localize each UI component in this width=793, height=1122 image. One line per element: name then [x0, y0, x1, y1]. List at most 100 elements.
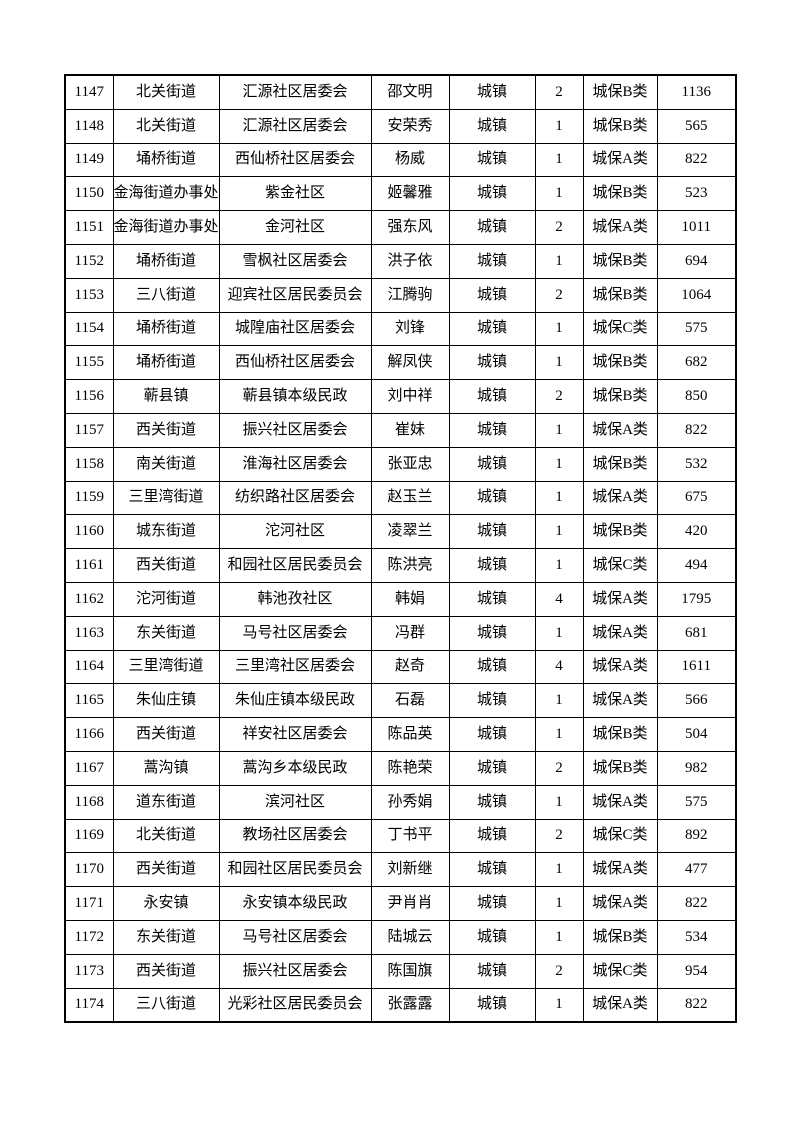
- cell-serial-number: 1158: [64, 446, 114, 482]
- cell-serial-number: 1172: [64, 919, 114, 955]
- table-row: 1148 北关街道 汇源社区居委会 安荣秀 城镇 1 城保B类 565: [64, 108, 737, 144]
- cell-person-name: 张露露: [370, 987, 450, 1023]
- cell-serial-number: 1156: [64, 379, 114, 414]
- cell-amount: 822: [656, 142, 737, 178]
- table-row: 1159 三里湾街道 纺织路社区居委会 赵玉兰 城镇 1 城保A类 675: [64, 480, 737, 516]
- cell-person-name: 张亚忠: [370, 446, 450, 482]
- cell-person-name: 陈洪亮: [370, 548, 450, 583]
- cell-count: 4: [534, 581, 584, 617]
- cell-count: 1: [534, 548, 584, 583]
- cell-person-name: 强东风: [370, 210, 450, 245]
- cell-person-name: 崔妹: [370, 412, 450, 448]
- cell-serial-number: 1148: [64, 108, 114, 144]
- table-row: 1174 三八街道 光彩社区居民委员会 张露露 城镇 1 城保A类 822: [64, 987, 737, 1023]
- cell-community: 雪枫社区居委会: [218, 243, 372, 279]
- table-row: 1169 北关街道 教场社区居委会 丁书平 城镇 2 城保C类 892: [64, 818, 737, 854]
- cell-community: 迎宾社区居民委员会: [218, 277, 372, 313]
- cell-amount: 504: [656, 717, 737, 752]
- cell-community: 西仙桥社区居委会: [218, 345, 372, 381]
- cell-insurance-category: 城保B类: [582, 514, 658, 550]
- cell-street-town: 西关街道: [112, 953, 220, 989]
- cell-count: 1: [534, 480, 584, 516]
- cell-community: 金河社区: [218, 210, 372, 245]
- cell-amount: 575: [656, 311, 737, 347]
- cell-serial-number: 1155: [64, 345, 114, 381]
- cell-street-town: 三八街道: [112, 987, 220, 1023]
- cell-serial-number: 1153: [64, 277, 114, 313]
- cell-serial-number: 1163: [64, 615, 114, 651]
- cell-count: 2: [534, 750, 584, 786]
- table-row: 1151 金海街道办事处 金河社区 强东风 城镇 2 城保A类 1011: [64, 210, 737, 245]
- cell-person-name: 陈品英: [370, 717, 450, 752]
- cell-community: 三里湾社区居委会: [218, 649, 372, 685]
- cell-street-town: 永安镇: [112, 886, 220, 921]
- cell-community: 和园社区居民委员会: [218, 548, 372, 583]
- cell-serial-number: 1152: [64, 243, 114, 279]
- cell-person-name: 刘中祥: [370, 379, 450, 414]
- cell-community: 马号社区居委会: [218, 615, 372, 651]
- cell-count: 1: [534, 142, 584, 178]
- cell-serial-number: 1161: [64, 548, 114, 583]
- cell-insurance-category: 城保A类: [582, 210, 658, 245]
- cell-street-town: 三八街道: [112, 277, 220, 313]
- cell-count: 2: [534, 74, 584, 110]
- cell-amount: 682: [656, 345, 737, 381]
- cell-serial-number: 1174: [64, 987, 114, 1023]
- cell-community: 汇源社区居委会: [218, 74, 372, 110]
- table-row: 1170 西关街道 和园社区居民委员会 刘新继 城镇 1 城保A类 477: [64, 852, 737, 888]
- cell-amount: 694: [656, 243, 737, 279]
- cell-amount: 982: [656, 750, 737, 786]
- cell-residence-type: 城镇: [448, 514, 536, 550]
- cell-insurance-category: 城保B类: [582, 446, 658, 482]
- cell-amount: 1611: [656, 649, 737, 685]
- cell-serial-number: 1150: [64, 176, 114, 212]
- cell-serial-number: 1164: [64, 649, 114, 685]
- cell-count: 1: [534, 514, 584, 550]
- cell-serial-number: 1147: [64, 74, 114, 110]
- cell-community: 永安镇本级民政: [218, 886, 372, 921]
- cell-street-town: 朱仙庄镇: [112, 683, 220, 719]
- cell-insurance-category: 城保C类: [582, 818, 658, 854]
- cell-count: 1: [534, 784, 584, 820]
- cell-person-name: 孙秀娟: [370, 784, 450, 820]
- cell-amount: 523: [656, 176, 737, 212]
- cell-residence-type: 城镇: [448, 345, 536, 381]
- document-page: 1147 北关街道 汇源社区居委会 邵文明 城镇 2 城保B类 1136 114…: [64, 74, 738, 1024]
- cell-insurance-category: 城保A类: [582, 581, 658, 617]
- cell-community: 祥安社区居委会: [218, 717, 372, 752]
- cell-insurance-category: 城保B类: [582, 919, 658, 955]
- cell-residence-type: 城镇: [448, 717, 536, 752]
- table-row: 1150 金海街道办事处 紫金社区 姬馨雅 城镇 1 城保B类 523: [64, 176, 737, 212]
- cell-insurance-category: 城保B类: [582, 74, 658, 110]
- cell-person-name: 洪子依: [370, 243, 450, 279]
- cell-serial-number: 1171: [64, 886, 114, 921]
- cell-amount: 681: [656, 615, 737, 651]
- cell-street-town: 东关街道: [112, 615, 220, 651]
- cell-person-name: 姬馨雅: [370, 176, 450, 212]
- cell-count: 1: [534, 176, 584, 212]
- cell-count: 2: [534, 210, 584, 245]
- cell-count: 1: [534, 852, 584, 888]
- cell-serial-number: 1168: [64, 784, 114, 820]
- cell-insurance-category: 城保A类: [582, 412, 658, 448]
- cell-community: 教场社区居委会: [218, 818, 372, 854]
- cell-count: 2: [534, 277, 584, 313]
- cell-community: 蕲县镇本级民政: [218, 379, 372, 414]
- cell-count: 2: [534, 818, 584, 854]
- cell-insurance-category: 城保A类: [582, 886, 658, 921]
- cell-amount: 822: [656, 987, 737, 1023]
- cell-person-name: 韩娟: [370, 581, 450, 617]
- cell-insurance-category: 城保B类: [582, 379, 658, 414]
- cell-person-name: 凌翠兰: [370, 514, 450, 550]
- cell-residence-type: 城镇: [448, 784, 536, 820]
- cell-residence-type: 城镇: [448, 852, 536, 888]
- cell-person-name: 陈国旗: [370, 953, 450, 989]
- cell-person-name: 邵文明: [370, 74, 450, 110]
- cell-community: 光彩社区居民委员会: [218, 987, 372, 1023]
- table-row: 1149 埇桥街道 西仙桥社区居委会 杨威 城镇 1 城保A类 822: [64, 142, 737, 178]
- cell-street-town: 西关街道: [112, 852, 220, 888]
- cell-community: 沱河社区: [218, 514, 372, 550]
- cell-amount: 494: [656, 548, 737, 583]
- cell-count: 2: [534, 379, 584, 414]
- cell-person-name: 丁书平: [370, 818, 450, 854]
